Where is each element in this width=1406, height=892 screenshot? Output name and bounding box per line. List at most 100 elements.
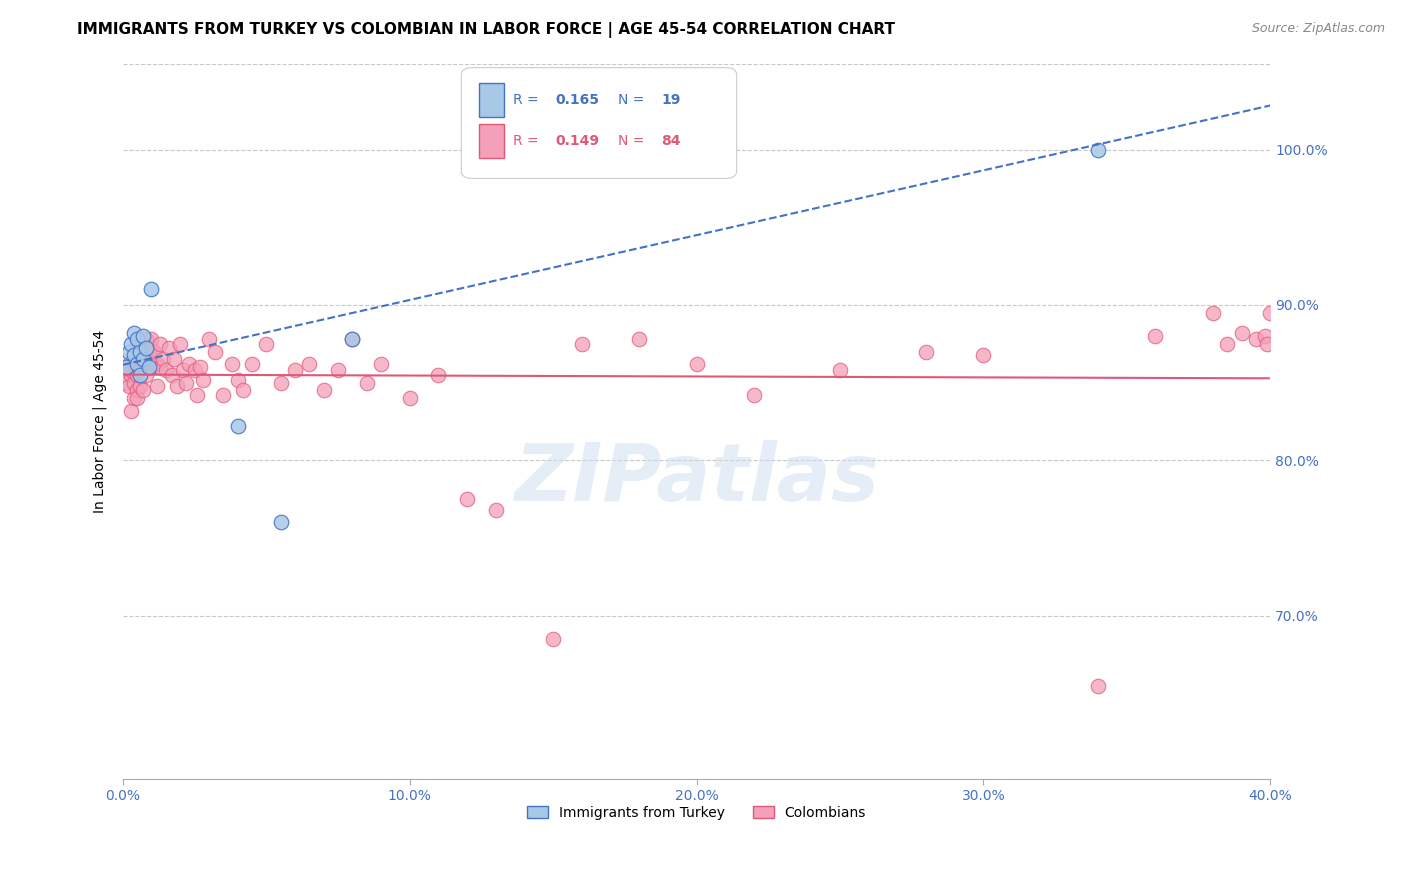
Point xyxy=(132,357,155,371)
Point xyxy=(1087,679,1109,693)
Text: R =: R = xyxy=(513,135,543,148)
Point xyxy=(1244,332,1267,346)
Point xyxy=(117,357,139,371)
Point xyxy=(129,363,152,377)
Point xyxy=(169,336,191,351)
Point xyxy=(143,344,166,359)
Point xyxy=(141,282,163,296)
Point xyxy=(370,357,392,371)
Text: 0.165: 0.165 xyxy=(555,93,599,107)
Point xyxy=(129,344,152,359)
Point xyxy=(828,363,851,377)
Point xyxy=(1144,329,1167,343)
Point xyxy=(186,388,208,402)
Text: Source: ZipAtlas.com: Source: ZipAtlas.com xyxy=(1251,22,1385,36)
FancyBboxPatch shape xyxy=(461,68,737,178)
Point xyxy=(146,378,169,392)
Point xyxy=(198,332,221,346)
Point xyxy=(1202,306,1225,320)
Point xyxy=(120,336,142,351)
Point xyxy=(127,391,149,405)
Text: R =: R = xyxy=(513,93,543,107)
Text: 19: 19 xyxy=(661,93,681,107)
Point xyxy=(571,336,593,351)
Point xyxy=(312,384,335,398)
Point xyxy=(172,363,194,377)
Point xyxy=(141,332,163,346)
Point xyxy=(135,348,157,362)
Point xyxy=(149,360,172,375)
Bar xyxy=(478,83,503,117)
Point xyxy=(143,357,166,371)
Point xyxy=(138,360,160,375)
Point xyxy=(232,384,254,398)
Point xyxy=(146,357,169,371)
Text: N =: N = xyxy=(619,135,650,148)
Point xyxy=(138,357,160,371)
Point xyxy=(117,344,139,359)
Point xyxy=(141,342,163,356)
Point xyxy=(149,336,172,351)
Point xyxy=(342,332,364,346)
Point xyxy=(254,336,277,351)
Point xyxy=(298,357,321,371)
Point xyxy=(135,368,157,382)
Point xyxy=(1216,336,1239,351)
Point xyxy=(127,357,149,371)
Text: IMMIGRANTS FROM TURKEY VS COLOMBIAN IN LABOR FORCE | AGE 45-54 CORRELATION CHART: IMMIGRANTS FROM TURKEY VS COLOMBIAN IN L… xyxy=(77,22,896,38)
Point xyxy=(470,143,492,157)
Point xyxy=(124,357,146,371)
Point xyxy=(166,378,188,392)
Point xyxy=(226,419,249,434)
Point xyxy=(127,357,149,371)
Point xyxy=(240,357,263,371)
Point xyxy=(141,360,163,375)
Point xyxy=(456,492,478,507)
Point xyxy=(356,376,378,390)
Point xyxy=(124,376,146,390)
Legend: Immigrants from Turkey, Colombians: Immigrants from Turkey, Colombians xyxy=(522,800,872,826)
Point xyxy=(120,363,142,377)
Point xyxy=(174,376,197,390)
Point xyxy=(541,632,564,646)
Point xyxy=(1230,326,1253,340)
Point xyxy=(135,332,157,346)
Point xyxy=(177,357,200,371)
Point xyxy=(628,332,651,346)
Point xyxy=(485,503,508,517)
Y-axis label: In Labor Force | Age 45-54: In Labor Force | Age 45-54 xyxy=(93,330,107,513)
Point xyxy=(127,332,149,346)
Point xyxy=(226,372,249,386)
Point xyxy=(124,326,146,340)
Point xyxy=(270,376,292,390)
Point xyxy=(114,376,136,390)
Point xyxy=(129,352,152,367)
Bar xyxy=(478,124,503,159)
Point xyxy=(284,363,307,377)
Point xyxy=(915,344,938,359)
Point xyxy=(1253,329,1275,343)
Point xyxy=(132,384,155,398)
Point xyxy=(163,352,186,367)
Point xyxy=(685,357,707,371)
Point xyxy=(270,516,292,530)
Point xyxy=(132,352,155,367)
Point xyxy=(188,360,211,375)
Point xyxy=(127,368,149,382)
Point xyxy=(124,391,146,405)
Point xyxy=(129,378,152,392)
Point xyxy=(204,344,226,359)
Point xyxy=(972,348,994,362)
Point xyxy=(1258,306,1281,320)
Point xyxy=(398,391,420,405)
Text: ZIPatlas: ZIPatlas xyxy=(515,440,879,517)
Point xyxy=(342,332,364,346)
Point xyxy=(132,329,155,343)
Point xyxy=(742,388,765,402)
Point xyxy=(117,378,139,392)
Point xyxy=(155,363,177,377)
Point xyxy=(120,403,142,417)
Point xyxy=(183,363,205,377)
Text: 0.149: 0.149 xyxy=(555,135,599,148)
Point xyxy=(114,360,136,375)
